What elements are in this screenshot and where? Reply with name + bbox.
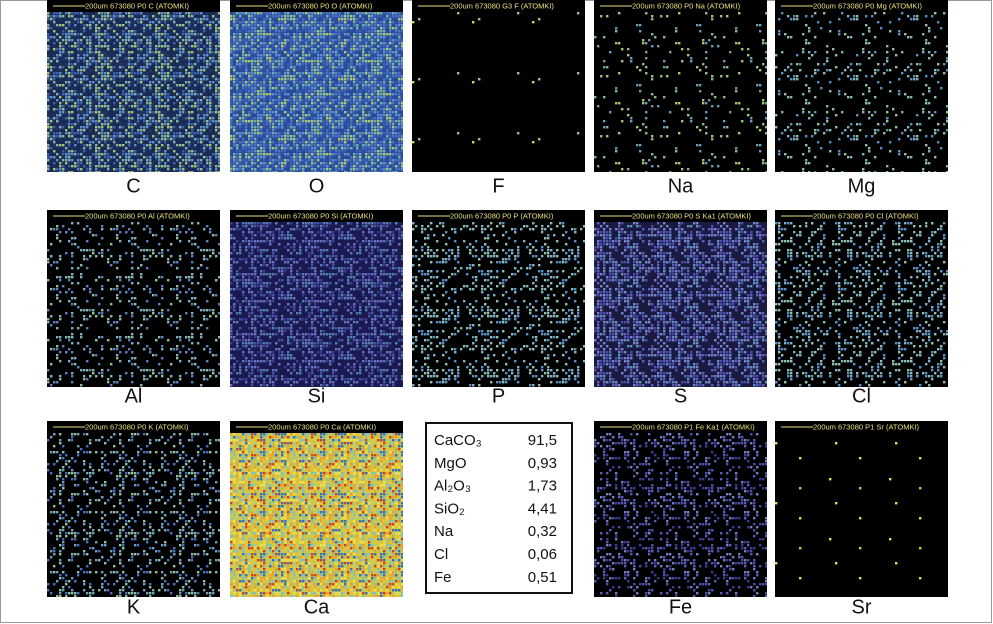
element-label: Ca — [304, 596, 330, 618]
percentage: 0,93 — [528, 455, 557, 472]
element-map — [775, 12, 948, 172]
element-label: P — [492, 385, 505, 407]
element-label: Cl — [852, 385, 871, 407]
map-header: 200um 673080 P0 Mg (ATOMKI) — [813, 1, 922, 10]
map-header-bg — [594, 421, 767, 433]
map-header: 200um 673080 P0 Al (ATOMKI) — [85, 211, 190, 220]
element-map — [47, 12, 220, 172]
element-label: Fe — [669, 596, 692, 618]
map-header-bg — [230, 421, 403, 433]
element-label: K — [127, 596, 141, 618]
percentage: 0,51 — [528, 569, 557, 586]
map-header: 200um 673080 P0 Si (ATOMKI) — [268, 211, 374, 220]
element-map — [47, 433, 220, 597]
map-header: 200um 673080 P0 C (ATOMKI) — [85, 1, 189, 10]
element-map — [594, 433, 767, 597]
element-map — [594, 12, 767, 172]
element-map — [230, 433, 403, 597]
map-header-bg — [47, 0, 220, 12]
element-label: Na — [668, 175, 694, 197]
element-label: F — [492, 175, 504, 197]
map-header: 200um 673080 P1 Sr (ATOMKI) — [813, 422, 920, 431]
compound: Cl — [434, 546, 448, 563]
element-map — [47, 222, 220, 387]
element-map — [412, 222, 585, 387]
percentage: 91,5 — [528, 432, 557, 449]
percentage: 0,32 — [528, 523, 557, 540]
compound: Na — [434, 523, 454, 540]
percentage: 4,41 — [528, 500, 557, 517]
map-header-bg — [594, 210, 767, 222]
map-header: 200um 673080 P0 P (ATOMKI) — [450, 211, 554, 220]
compound: Fe — [434, 569, 452, 586]
element-map — [594, 222, 767, 387]
percentage: 0,06 — [528, 546, 557, 563]
element-map — [412, 12, 585, 172]
map-header-bg — [412, 210, 585, 222]
map-header: 200um 673080 P1 Fe Ka1 (ATOMKI) — [632, 422, 755, 431]
percentage: 1,73 — [528, 478, 557, 495]
element-map — [230, 222, 403, 387]
map-header-bg — [230, 210, 403, 222]
map-header: 200um 673080 P0 S Ka1 (ATOMKI) — [632, 211, 751, 220]
element-label: Al — [125, 385, 143, 407]
element-label: O — [309, 175, 325, 197]
element-map — [230, 12, 403, 172]
compound: Al₂O₃ — [434, 478, 471, 495]
element-label: Si — [308, 385, 326, 407]
map-header: 200um 673080 P0 Na (ATOMKI) — [632, 1, 741, 10]
map-header: 200um 673080 P0 Cl (ATOMKI) — [813, 211, 919, 220]
map-header-bg — [775, 210, 948, 222]
map-header: 200um 673080 G3 F (ATOMKI) — [450, 1, 554, 10]
map-header: 200um 673080 P0 O (ATOMKI) — [268, 1, 373, 10]
composition-box — [425, 422, 573, 594]
map-header-bg — [412, 0, 585, 12]
compound: MgO — [434, 455, 467, 472]
map-header-bg — [594, 0, 767, 12]
map-header-bg — [47, 210, 220, 222]
map-header-bg — [775, 0, 948, 12]
element-map — [775, 433, 948, 597]
map-header-bg — [230, 0, 403, 12]
map-header: 200um 673080 P0 K (ATOMKI) — [85, 422, 189, 431]
map-header-bg — [775, 421, 948, 433]
element-map — [775, 222, 948, 387]
compound: SiO₂ — [434, 500, 465, 517]
map-header-bg — [47, 421, 220, 433]
map-header: 200um 673080 P0 Ca (ATOMKI) — [268, 422, 377, 431]
element-label: Mg — [848, 175, 876, 197]
compound: CaCO₃ — [434, 432, 482, 449]
element-label: S — [674, 385, 687, 407]
element-label: Sr — [852, 596, 872, 618]
element-label: C — [126, 175, 140, 197]
